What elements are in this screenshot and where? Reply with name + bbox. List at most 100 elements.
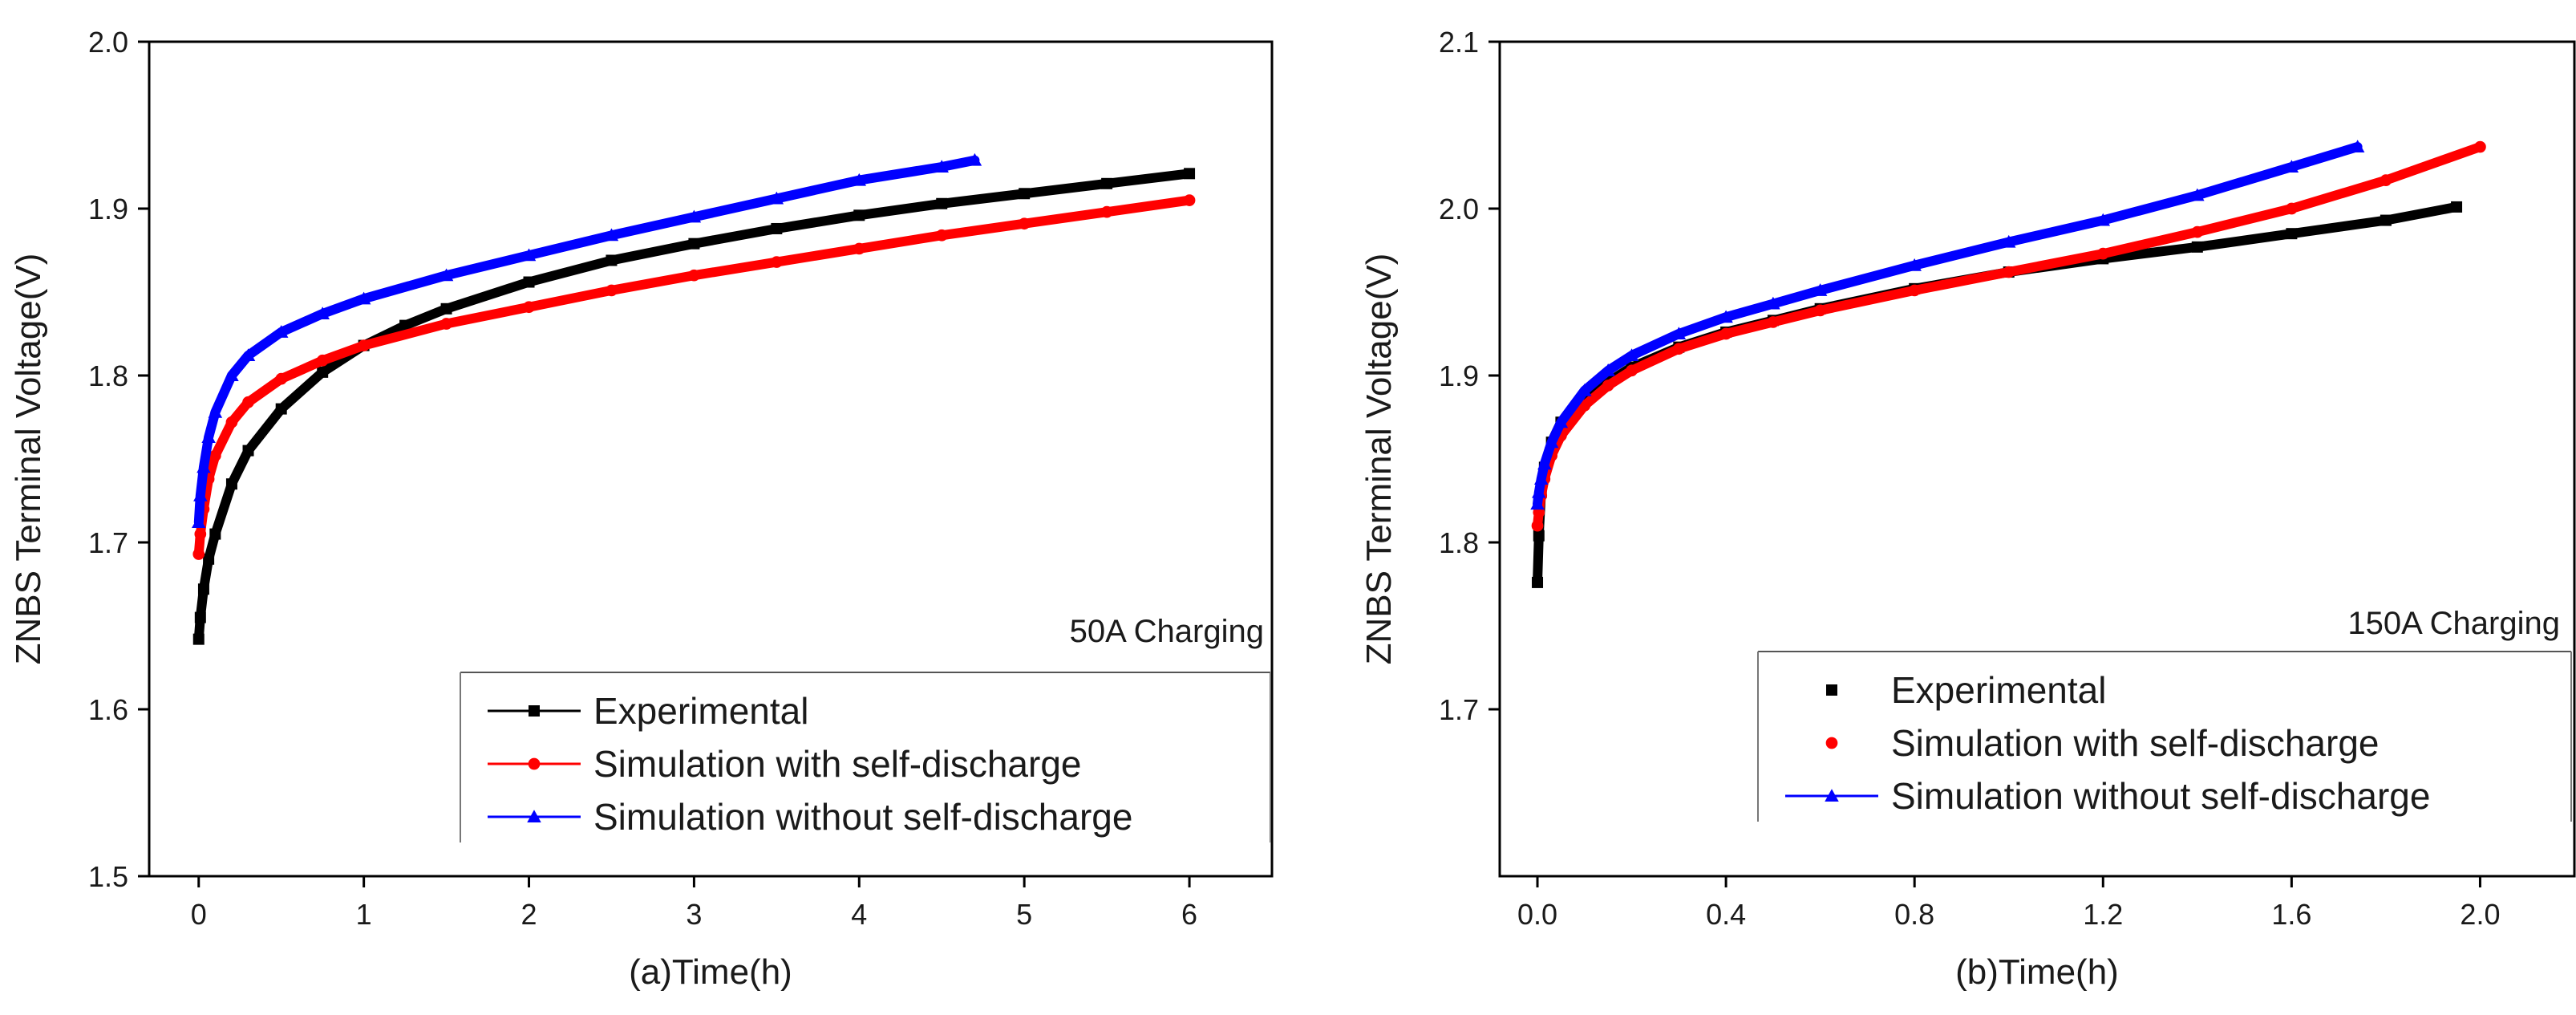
data-point [1766,296,1780,310]
data-point [192,548,205,560]
series-experimental [1532,201,2463,588]
legend-entry: Experimental [488,690,808,732]
data-point [273,325,289,338]
chart-panel-a: 0 1 2 3 4 5 6 1.5 1.6 1.7 1.8 1.9 2.0 (a)Time(h) ZNBS … [9,26,1274,992]
data-point [192,515,206,529]
data-point [2286,228,2298,240]
data-point [2350,140,2365,153]
data-point [2191,225,2204,238]
data-point [1553,415,1569,428]
data-point [1531,519,1544,532]
data-point [1672,343,1685,355]
data-point [1908,284,1921,297]
data-point [2001,234,2016,248]
data-point [688,238,700,250]
data-point [1601,363,1615,376]
data-point [2284,160,2299,173]
plot-frame [1498,40,2576,878]
y-tick-label: 1.8 [88,359,128,392]
data-point [771,256,783,268]
data-point [1767,316,1780,328]
data-point [196,460,211,473]
data-point [1184,168,1196,180]
data-point [769,191,784,205]
data-point [606,254,618,266]
legend-entry: Experimental [1826,669,2106,711]
data-point [1532,485,1546,498]
data-point [1018,217,1031,230]
legend-marker [527,810,541,822]
data-point [687,209,702,223]
y-tick-label: 1.9 [1439,359,1479,392]
legend-label: Simulation with self-discharge [1891,722,2380,764]
chart-panel-b: 0.0 0.4 0.8 1.2 1.6 2.0 1.7 1.8 1.9 2.0 2.1 (b)Time… [1359,26,2576,992]
data-point [208,405,223,418]
legend-marker [1825,789,1839,802]
x-tick-label: 2 [521,898,537,931]
series-line [1533,142,2363,510]
data-point [606,284,618,297]
x-tick-label: 0 [191,898,207,931]
data-point [225,368,239,381]
data-point [194,611,206,623]
data-point [358,339,370,351]
legend-label: Experimental [1891,669,2106,711]
plot-frame [148,40,1274,878]
legend-label: Simulation without self-discharge [593,796,1132,838]
legend-marker [1825,737,1838,749]
x-tick-label: 0.0 [1517,898,1557,931]
data-point [1624,348,1639,362]
x-tick-label: 0.4 [1706,898,1746,931]
y-tick-label: 1.5 [88,860,128,893]
legend-label: Experimental [593,690,808,732]
y-axis-title: ZNBS Terminal Voltage(V) [1359,254,1399,665]
data-point [936,197,948,209]
data-point [1544,435,1559,449]
data-point [193,489,208,501]
legend-marker [1826,684,1837,696]
series-line [1533,201,2462,587]
data-point [1907,258,1922,271]
data-point [242,445,254,457]
legend-marker [529,705,540,717]
legend-entry: Simulation with self-discharge [488,743,1082,785]
legend-entry: Simulation without self-discharge [488,796,1132,838]
data-point [2380,174,2392,186]
data-point [688,269,700,282]
data-point [209,449,221,462]
data-point [201,430,216,443]
data-point [1626,364,1638,377]
data-point [2286,202,2298,215]
charging-annotation: 50A Charging [1070,614,1264,649]
data-point [2474,140,2486,153]
data-point [1719,327,1732,340]
y-tick-label: 1.8 [1439,526,1479,559]
y-tick-label: 2.0 [88,26,128,59]
x-axis-title: (a)Time(h) [629,952,792,992]
data-point [2190,188,2205,201]
data-point [317,366,329,378]
y-tick-label: 1.9 [88,193,128,225]
data-point [440,302,452,315]
data-point [853,209,865,221]
x-tick-label: 2.0 [2460,898,2500,931]
data-point [967,152,982,166]
data-point [604,228,619,242]
series-simulation-without-self-discharge [1530,140,2365,510]
data-point [2096,247,2109,260]
data-point [934,160,949,173]
y-tick-label: 2.0 [1439,193,1479,225]
data-point [1533,530,1545,542]
y-axis-title: ZNBS Terminal Voltage(V) [9,254,48,665]
legend: Experimental Simulation with self-dischar… [1757,651,2572,822]
data-point [935,229,948,242]
series-simulation-with-self-discharge [192,194,1196,560]
data-point [241,348,256,362]
data-point [853,242,865,255]
data-point [399,319,411,331]
legend-label: Simulation without self-discharge [1891,775,2430,817]
data-point [1530,497,1545,510]
legend-entry: Simulation without self-discharge [1785,775,2430,817]
data-point [225,416,238,428]
